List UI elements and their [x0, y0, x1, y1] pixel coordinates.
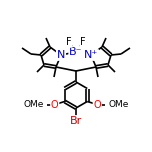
Text: N⁺: N⁺	[84, 50, 98, 60]
Text: N: N	[57, 50, 65, 60]
Text: F: F	[80, 37, 86, 47]
Text: OMe: OMe	[23, 100, 44, 109]
Text: O: O	[93, 100, 101, 109]
Text: F: F	[66, 37, 72, 47]
Text: Br: Br	[70, 116, 82, 126]
Text: B⁻: B⁻	[69, 47, 83, 57]
Text: OMe: OMe	[108, 100, 129, 109]
Text: O: O	[51, 100, 59, 109]
